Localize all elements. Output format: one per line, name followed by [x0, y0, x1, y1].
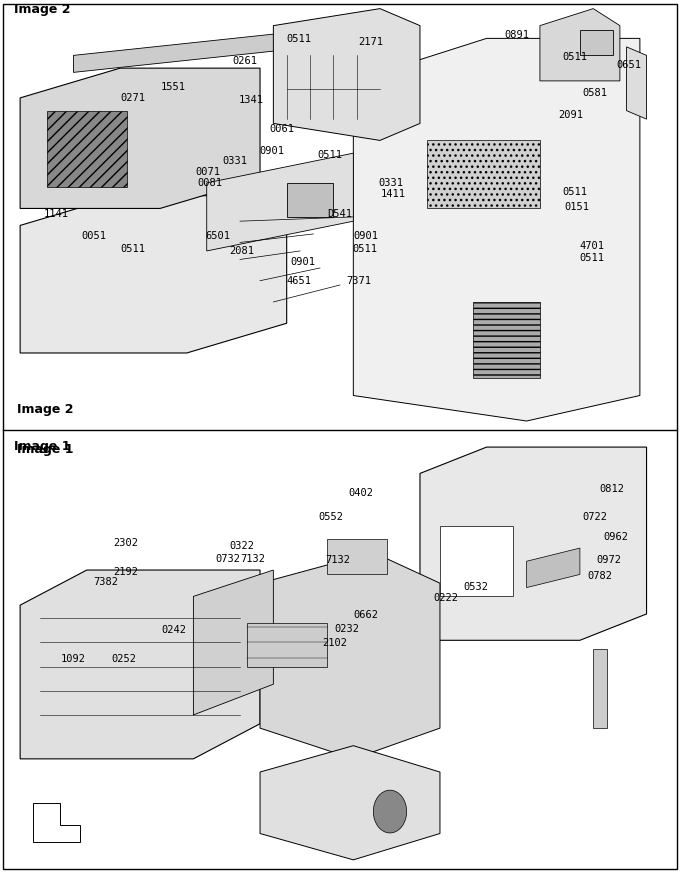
- Text: 1411: 1411: [381, 189, 405, 199]
- Text: 0552: 0552: [319, 512, 343, 522]
- Polygon shape: [260, 746, 440, 860]
- Text: 1092: 1092: [61, 654, 85, 664]
- Text: 0242: 0242: [161, 625, 186, 636]
- FancyBboxPatch shape: [473, 302, 540, 379]
- Text: 0252: 0252: [112, 654, 136, 664]
- FancyBboxPatch shape: [326, 540, 387, 574]
- Text: 6501: 6501: [205, 230, 230, 241]
- Polygon shape: [626, 47, 647, 119]
- Polygon shape: [526, 548, 580, 588]
- Text: 0511: 0511: [120, 244, 145, 254]
- Text: 0732: 0732: [216, 553, 240, 564]
- Text: 2091: 2091: [559, 110, 583, 120]
- Text: 0261: 0261: [233, 56, 257, 66]
- FancyBboxPatch shape: [426, 141, 540, 209]
- Circle shape: [373, 790, 407, 833]
- Text: 0232: 0232: [335, 623, 359, 634]
- Bar: [580, 30, 613, 55]
- Text: 0222: 0222: [433, 593, 458, 603]
- Text: Image 1: Image 1: [17, 443, 73, 456]
- Text: 2302: 2302: [114, 538, 138, 548]
- Bar: [247, 622, 326, 667]
- Polygon shape: [540, 9, 620, 81]
- Polygon shape: [193, 570, 273, 715]
- Text: 7132: 7132: [326, 555, 350, 566]
- Polygon shape: [593, 650, 607, 728]
- Polygon shape: [73, 21, 393, 72]
- Text: 0962: 0962: [603, 532, 628, 542]
- Text: 0891: 0891: [505, 30, 529, 40]
- FancyBboxPatch shape: [47, 111, 126, 187]
- Text: 0331: 0331: [379, 178, 403, 189]
- Polygon shape: [20, 68, 260, 209]
- Text: 0511: 0511: [562, 52, 587, 62]
- Polygon shape: [20, 570, 260, 759]
- Text: Image 2: Image 2: [14, 3, 70, 17]
- Text: 0511: 0511: [318, 149, 342, 160]
- Text: 0061: 0061: [270, 124, 294, 134]
- Text: 2081: 2081: [229, 246, 254, 257]
- Bar: [287, 183, 333, 217]
- Text: 7382: 7382: [93, 577, 118, 588]
- Text: 0071: 0071: [195, 167, 220, 177]
- Text: 0532: 0532: [464, 581, 488, 592]
- Text: 0581: 0581: [583, 88, 607, 99]
- Text: Image 1: Image 1: [14, 440, 70, 453]
- Text: 1341: 1341: [239, 95, 264, 106]
- Text: 7371: 7371: [346, 276, 371, 286]
- Text: 4701: 4701: [579, 241, 604, 251]
- Text: 0322: 0322: [229, 540, 254, 551]
- Text: 0271: 0271: [120, 93, 145, 103]
- Text: 0511: 0511: [353, 244, 377, 254]
- Text: 0331: 0331: [222, 155, 247, 166]
- Text: 2102: 2102: [322, 638, 347, 649]
- Text: D541: D541: [328, 209, 352, 219]
- Text: 0151: 0151: [564, 202, 589, 212]
- Text: 0511: 0511: [562, 187, 587, 197]
- Text: 0901: 0901: [354, 230, 378, 241]
- Text: 0651: 0651: [617, 60, 641, 71]
- Text: 1141: 1141: [44, 209, 69, 219]
- Text: 0972: 0972: [596, 555, 621, 566]
- Text: 0782: 0782: [588, 571, 612, 581]
- Text: 0662: 0662: [354, 610, 378, 621]
- Text: 1551: 1551: [161, 82, 186, 93]
- Polygon shape: [273, 9, 420, 141]
- Text: 4651: 4651: [287, 276, 311, 286]
- Text: 0901: 0901: [260, 146, 284, 156]
- Text: 0901: 0901: [290, 257, 315, 267]
- Text: 0511: 0511: [579, 252, 604, 263]
- Text: 2192: 2192: [114, 567, 138, 577]
- Text: 0511: 0511: [287, 34, 311, 45]
- Text: 0081: 0081: [197, 178, 222, 189]
- Text: 7132: 7132: [241, 553, 265, 564]
- Text: 0051: 0051: [82, 230, 106, 241]
- Polygon shape: [20, 196, 287, 353]
- Text: 2171: 2171: [358, 37, 383, 47]
- Text: 0402: 0402: [348, 488, 373, 498]
- Polygon shape: [207, 153, 354, 251]
- Text: Image 2: Image 2: [17, 403, 73, 416]
- Bar: [440, 526, 513, 596]
- Polygon shape: [420, 447, 647, 640]
- Polygon shape: [260, 553, 440, 759]
- Text: 0812: 0812: [600, 484, 624, 494]
- Polygon shape: [354, 38, 640, 421]
- Text: 0722: 0722: [583, 512, 607, 522]
